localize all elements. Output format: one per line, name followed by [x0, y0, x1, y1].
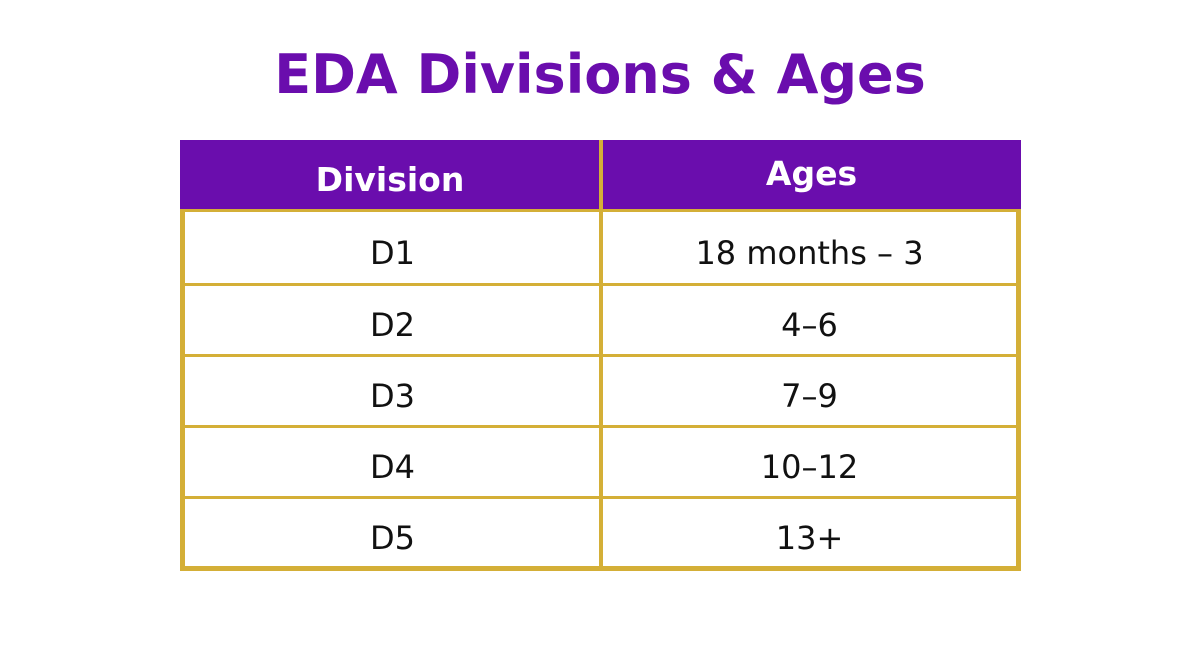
division-cell: D1: [370, 233, 415, 272]
division-cell: D3: [370, 376, 415, 415]
table-row: D4 10–12: [185, 426, 1016, 497]
page-title: EDA Divisions & Ages: [274, 43, 926, 106]
ages-cell: 4–6: [781, 305, 838, 344]
ages-cell: 18 months – 3: [695, 233, 924, 272]
table-row: D2 4–6: [185, 284, 1016, 355]
header-division: Division: [315, 159, 465, 199]
ages-cell: 10–12: [760, 447, 859, 486]
division-cell: D4: [370, 447, 415, 486]
column-divider: [599, 140, 603, 570]
header-ages: Ages: [765, 154, 858, 193]
table-row: D3 7–9: [185, 355, 1016, 426]
ages-cell: 7–9: [781, 376, 838, 415]
division-cell: D5: [370, 518, 415, 557]
table-row: D5 13+: [185, 497, 1016, 568]
division-cell: D2: [370, 305, 415, 344]
table-row: D1 18 months – 3: [185, 212, 1016, 283]
ages-cell: 13+: [775, 518, 844, 557]
